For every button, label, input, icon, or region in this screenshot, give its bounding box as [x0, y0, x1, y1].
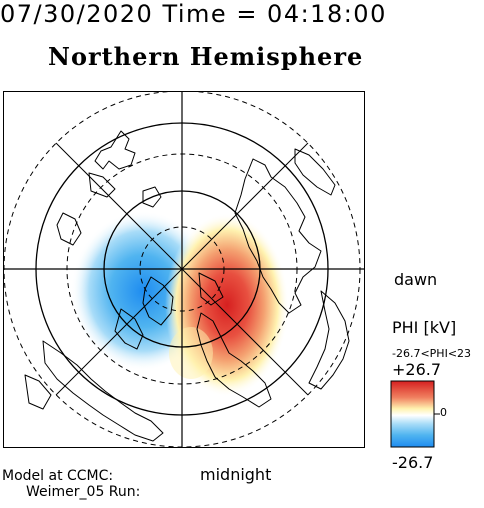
local-time-crosshair [3, 91, 365, 448]
midnight-label: midnight [200, 465, 272, 484]
yellow-fringe [169, 327, 213, 379]
dawn-label: dawn [394, 270, 438, 289]
coastlines [24, 130, 350, 442]
date-time-header: 07/30/2020 Time = 04:18:00 [0, 0, 387, 28]
model-label: Model at CCMC: [2, 468, 114, 484]
colorbar-zero-label: 0 [440, 406, 447, 419]
colorbar-max-label: +26.7 [392, 360, 442, 379]
phi-variable-label: PHI [kV] [392, 318, 457, 337]
hemisphere-title: Northern Hemisphere [48, 42, 364, 71]
colorbar [390, 380, 440, 448]
polar-map [3, 91, 365, 448]
colorbar-gradient [390, 380, 435, 448]
run-label: Weimer_05 Run: [26, 484, 141, 500]
phi-range-label: -26.7<PHI<23 [392, 347, 472, 360]
colorbar-min-label: -26.7 [392, 453, 434, 472]
potential-pattern [71, 211, 289, 397]
